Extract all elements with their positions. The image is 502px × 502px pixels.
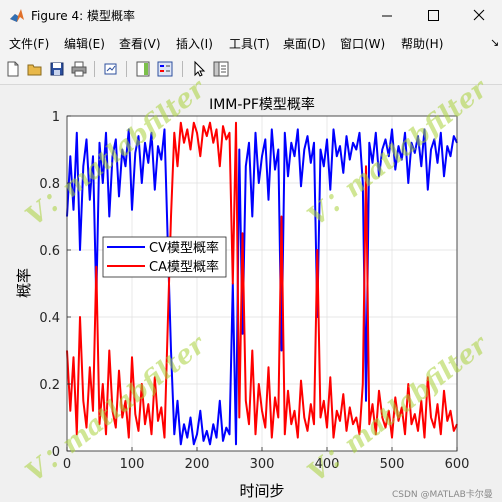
legend-box [102,236,227,278]
y-tick-label: 0.4 [39,311,60,326]
maximize-button[interactable] [410,0,456,32]
insert-colorbar-icon[interactable] [134,60,152,78]
menu-help[interactable]: 帮助(H) [401,37,444,51]
y-tick-label: 0.6 [39,244,60,259]
minimize-button[interactable] [364,0,410,32]
maximize-icon [428,10,439,21]
series-line-ca [66,121,458,439]
window-title: Figure 4: 模型概率 [31,9,135,23]
axis-ticks: 0 100 200 300 400 500 600 0 0.2 0.4 0.6 0.8 1 [39,110,469,472]
series-lines [66,121,458,446]
menu-tools[interactable]: 工具(T) [229,37,270,51]
legend-label-cv: CV模型概率 [149,240,219,256]
toolbar-separator [94,61,95,77]
x-axis-label: 时间步 [239,482,284,500]
x-tick-label: 100 [120,457,145,472]
x-tick-label: 600 [445,457,470,472]
y-tick-label: 0.2 [39,378,60,393]
menu-desktop[interactable]: 桌面(D) [283,37,326,51]
menu-edit[interactable]: 编辑(E) [64,37,105,51]
close-icon [473,9,485,21]
menu-overflow-icon[interactable]: ↘ [490,36,500,49]
csdn-credit: CSDN @MATLAB卡尔曼 [392,490,493,500]
y-tick-label: 0 [52,445,60,460]
minimize-icon [382,15,392,17]
toolbar-separator [182,61,183,77]
window-title-bar [0,0,502,32]
chart-title: IMM-PF模型概率 [209,96,315,113]
y-tick-label: 0.8 [39,177,60,192]
x-tick-label: 300 [250,457,275,472]
menu-bar [0,32,502,56]
close-button[interactable] [456,0,502,32]
open-file-icon[interactable] [26,60,44,78]
menu-window[interactable]: 窗口(W) [340,37,386,51]
x-tick-label: 0 [63,457,71,472]
y-tick-label: 1 [52,110,60,125]
matlab-logo-icon [10,9,24,22]
model-probability-chart[interactable]: 0 100 200 300 400 500 600 0 0.2 0.4 0.6 0.8 1 IMM-PF… [0,85,502,502]
menu-file[interactable]: 文件(F) [9,37,50,51]
menu-insert[interactable]: 插入(I) [176,37,213,51]
new-figure-icon[interactable] [4,60,22,78]
legend[interactable]: CV模型概率 CA模型概率 [102,236,227,278]
legend-label-ca: CA模型概率 [149,259,219,275]
property-inspector-icon[interactable] [212,60,230,78]
menu-view[interactable]: 查看(V) [119,37,161,51]
x-tick-label: 400 [315,457,340,472]
link-plot-icon[interactable] [102,60,120,78]
series-line-cv [66,128,458,446]
insert-legend-icon[interactable] [156,60,174,78]
save-icon[interactable] [48,60,66,78]
toolbar-separator [126,61,127,77]
x-tick-label: 500 [380,457,405,472]
print-icon[interactable] [70,60,88,78]
x-tick-label: 200 [185,457,210,472]
edit-plot-icon[interactable] [190,60,208,78]
y-axis-label: 概率 [15,268,33,298]
